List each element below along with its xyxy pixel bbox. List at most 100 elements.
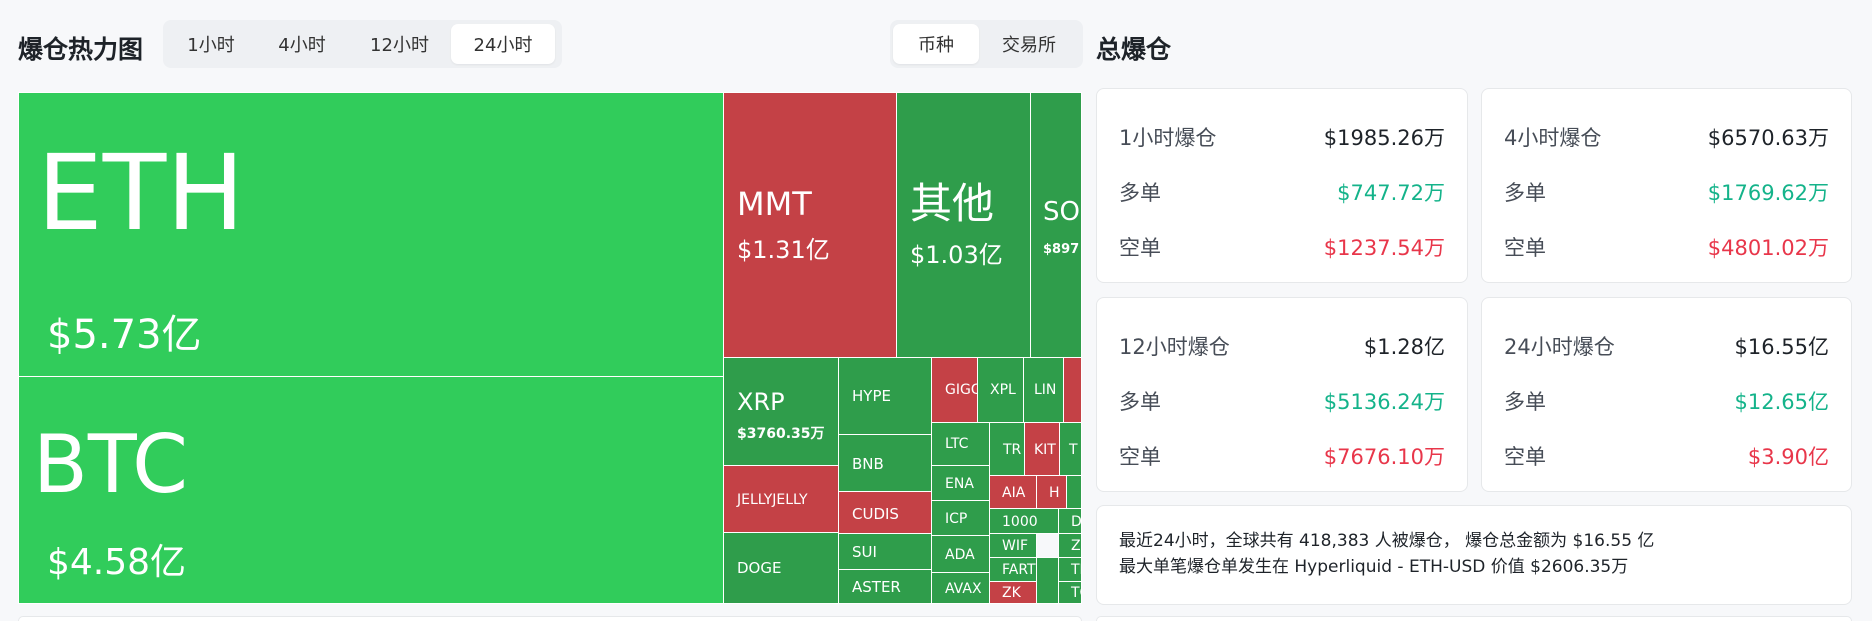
heatmap-tile-bnb[interactable]: BNB — [838, 434, 932, 492]
heatmap-tile-hype[interactable]: HYPE — [838, 357, 932, 435]
heatmap-tile-avax[interactable]: AVAX — [931, 572, 990, 604]
tile-symbol: AIA — [1002, 485, 1026, 501]
heatmap-tile-ltc[interactable]: LTC — [931, 422, 990, 466]
heatmap-tile-其他[interactable]: 其他 $1.03亿 — [896, 92, 1031, 358]
tile-symbol: KIT — [1034, 442, 1056, 458]
card-label: 4小时爆仓 — [1504, 126, 1602, 150]
tile-symbol: BTC — [33, 418, 188, 511]
card-total-amount: $6570.63万 — [1707, 126, 1829, 150]
tile-symbol: FART — [1002, 562, 1036, 578]
tile-symbol: ADA — [945, 547, 975, 563]
tab-exchange[interactable]: 交易所 — [1002, 35, 1056, 56]
short-amount: $3.90亿 — [1747, 445, 1829, 469]
next-section-edge — [18, 616, 1082, 621]
heatmap-tile-t[interactable]: T — [1059, 422, 1082, 476]
card-1h-liquidation: 1小时爆仓 $1985.26万 多单 $747.72万 空单 $1237.54万 — [1096, 88, 1468, 283]
tile-symbol: DOT — [1071, 514, 1082, 530]
heatmap-tile[interactable] — [1036, 557, 1059, 604]
tile-symbol: BNB — [852, 455, 884, 473]
heatmap-tile-tru[interactable]: TRU — [1058, 557, 1082, 582]
heatmap-tile-xpl[interactable]: XPL — [977, 357, 1024, 423]
heatmap-tile-ada[interactable]: ADA — [931, 535, 990, 573]
card-total-amount: $16.55亿 — [1734, 335, 1829, 359]
tab-4h[interactable]: 4小时 — [278, 35, 326, 56]
tile-symbol: T — [1069, 442, 1078, 458]
heatmap-tile[interactable] — [1063, 357, 1082, 423]
tile-symbol: ZK — [1002, 585, 1021, 601]
tile-symbol: GIGG — [945, 382, 977, 398]
tile-symbol: TON — [1071, 585, 1081, 601]
heatmap-tile-sui[interactable]: SUI — [838, 533, 932, 570]
heatmap-tile-aster[interactable]: ASTER — [838, 569, 932, 604]
tile-symbol: ZEN — [1071, 538, 1081, 554]
heatmap-tile-lin[interactable]: LIN — [1023, 357, 1064, 423]
tile-symbol: TRU — [1071, 562, 1081, 578]
tile-value: $5.73亿 — [47, 312, 202, 358]
tile-value: $4.58亿 — [47, 542, 187, 583]
heatmap-tile-fart[interactable]: FART — [989, 557, 1039, 582]
tab-coin[interactable]: 币种 — [893, 24, 979, 64]
tile-symbol: WIF — [1002, 538, 1029, 554]
long-amount: $5136.24万 — [1323, 390, 1445, 414]
heatmap-tile-zen[interactable]: ZEN — [1058, 533, 1082, 558]
tile-symbol: ETH — [37, 132, 245, 254]
heatmap-tile-btc[interactable]: BTC $4.58亿 — [18, 376, 724, 604]
heatmap-tile-cudis[interactable]: CUDIS — [838, 491, 932, 534]
tile-value: $3760.35万 — [737, 426, 825, 442]
tile-symbol: TR — [1003, 442, 1022, 458]
heatmap-tile-h[interactable]: H — [1036, 475, 1067, 509]
tile-symbol: ENA — [945, 476, 974, 492]
card-total-amount: $1.28亿 — [1363, 335, 1445, 359]
heatmap-title: 爆仓热力图 — [18, 35, 144, 64]
long-amount: $12.65亿 — [1734, 390, 1829, 414]
heatmap-tile-1000[interactable]: 1000 — [989, 508, 1059, 534]
view-tabs: 币种 交易所 — [890, 20, 1083, 68]
heatmap-tile-icp[interactable]: ICP — [931, 500, 990, 536]
long-amount: $747.72万 — [1337, 181, 1445, 205]
tile-symbol: 1000 — [1002, 514, 1038, 530]
total-liquidation-title: 总爆仓 — [1096, 35, 1172, 64]
long-label: 多单 — [1119, 390, 1161, 414]
heatmap-tile[interactable] — [1066, 475, 1082, 509]
tab-24h[interactable]: 24小时 — [451, 24, 555, 64]
card-24h-liquidation: 24小时爆仓 $16.55亿 多单 $12.65亿 空单 $3.90亿 — [1481, 297, 1852, 492]
heatmap-tile-kit[interactable]: KIT — [1024, 422, 1060, 476]
tile-symbol: SO — [1043, 197, 1080, 227]
card-label: 1小时爆仓 — [1119, 126, 1217, 150]
heatmap-tile-eth[interactable]: ETH $5.73亿 — [18, 92, 724, 377]
heatmap-tile-so[interactable]: SO $897 — [1030, 92, 1082, 358]
heatmap-tile-zk[interactable]: ZK — [989, 581, 1037, 604]
heatmap-tile-doge[interactable]: DOGE — [723, 532, 839, 604]
tile-symbol: 其他 — [910, 179, 995, 228]
card-12h-liquidation: 12小时爆仓 $1.28亿 多单 $5136.24万 空单 $7676.10万 — [1096, 297, 1468, 492]
heatmap-tile-ena[interactable]: ENA — [931, 465, 990, 501]
heatmap-tile-wif[interactable]: WIF — [989, 533, 1037, 558]
tile-symbol: LTC — [945, 436, 969, 452]
tile-symbol: JELLYJELLY — [737, 492, 808, 508]
heatmap-tile-tr[interactable]: TR — [989, 422, 1025, 476]
short-label: 空单 — [1119, 236, 1161, 260]
heatmap-tile-ton[interactable]: TON — [1058, 581, 1082, 604]
tile-symbol: CUDIS — [852, 505, 899, 523]
heatmap-tile-aia[interactable]: AIA — [989, 475, 1037, 509]
short-label: 空单 — [1504, 445, 1546, 469]
card-4h-liquidation: 4小时爆仓 $6570.63万 多单 $1769.62万 空单 $4801.02万 — [1481, 88, 1852, 283]
next-section-edge — [1096, 616, 1852, 621]
heatmap-tile-jellyjelly[interactable]: JELLYJELLY — [723, 465, 839, 533]
heatmap-tile-mmt[interactable]: MMT $1.31亿 — [723, 92, 897, 358]
tile-symbol: H — [1049, 485, 1060, 501]
tile-value: $897 — [1043, 242, 1080, 257]
tile-symbol: XPL — [990, 382, 1016, 398]
long-amount: $1769.62万 — [1707, 181, 1829, 205]
tile-symbol: SUI — [852, 543, 877, 561]
tab-1h[interactable]: 1小时 — [187, 35, 235, 56]
long-label: 多单 — [1504, 390, 1546, 414]
tile-symbol: DOGE — [737, 559, 782, 577]
short-amount: $4801.02万 — [1707, 236, 1829, 260]
short-label: 空单 — [1119, 445, 1161, 469]
heatmap-tile-xrp[interactable]: XRP $3760.35万 — [723, 357, 839, 466]
heatmap-tile-dot[interactable]: DOT — [1058, 508, 1082, 534]
tab-12h[interactable]: 12小时 — [370, 35, 429, 56]
heatmap-tile-gigg[interactable]: GIGG — [931, 357, 978, 423]
card-label: 12小时爆仓 — [1119, 335, 1230, 359]
